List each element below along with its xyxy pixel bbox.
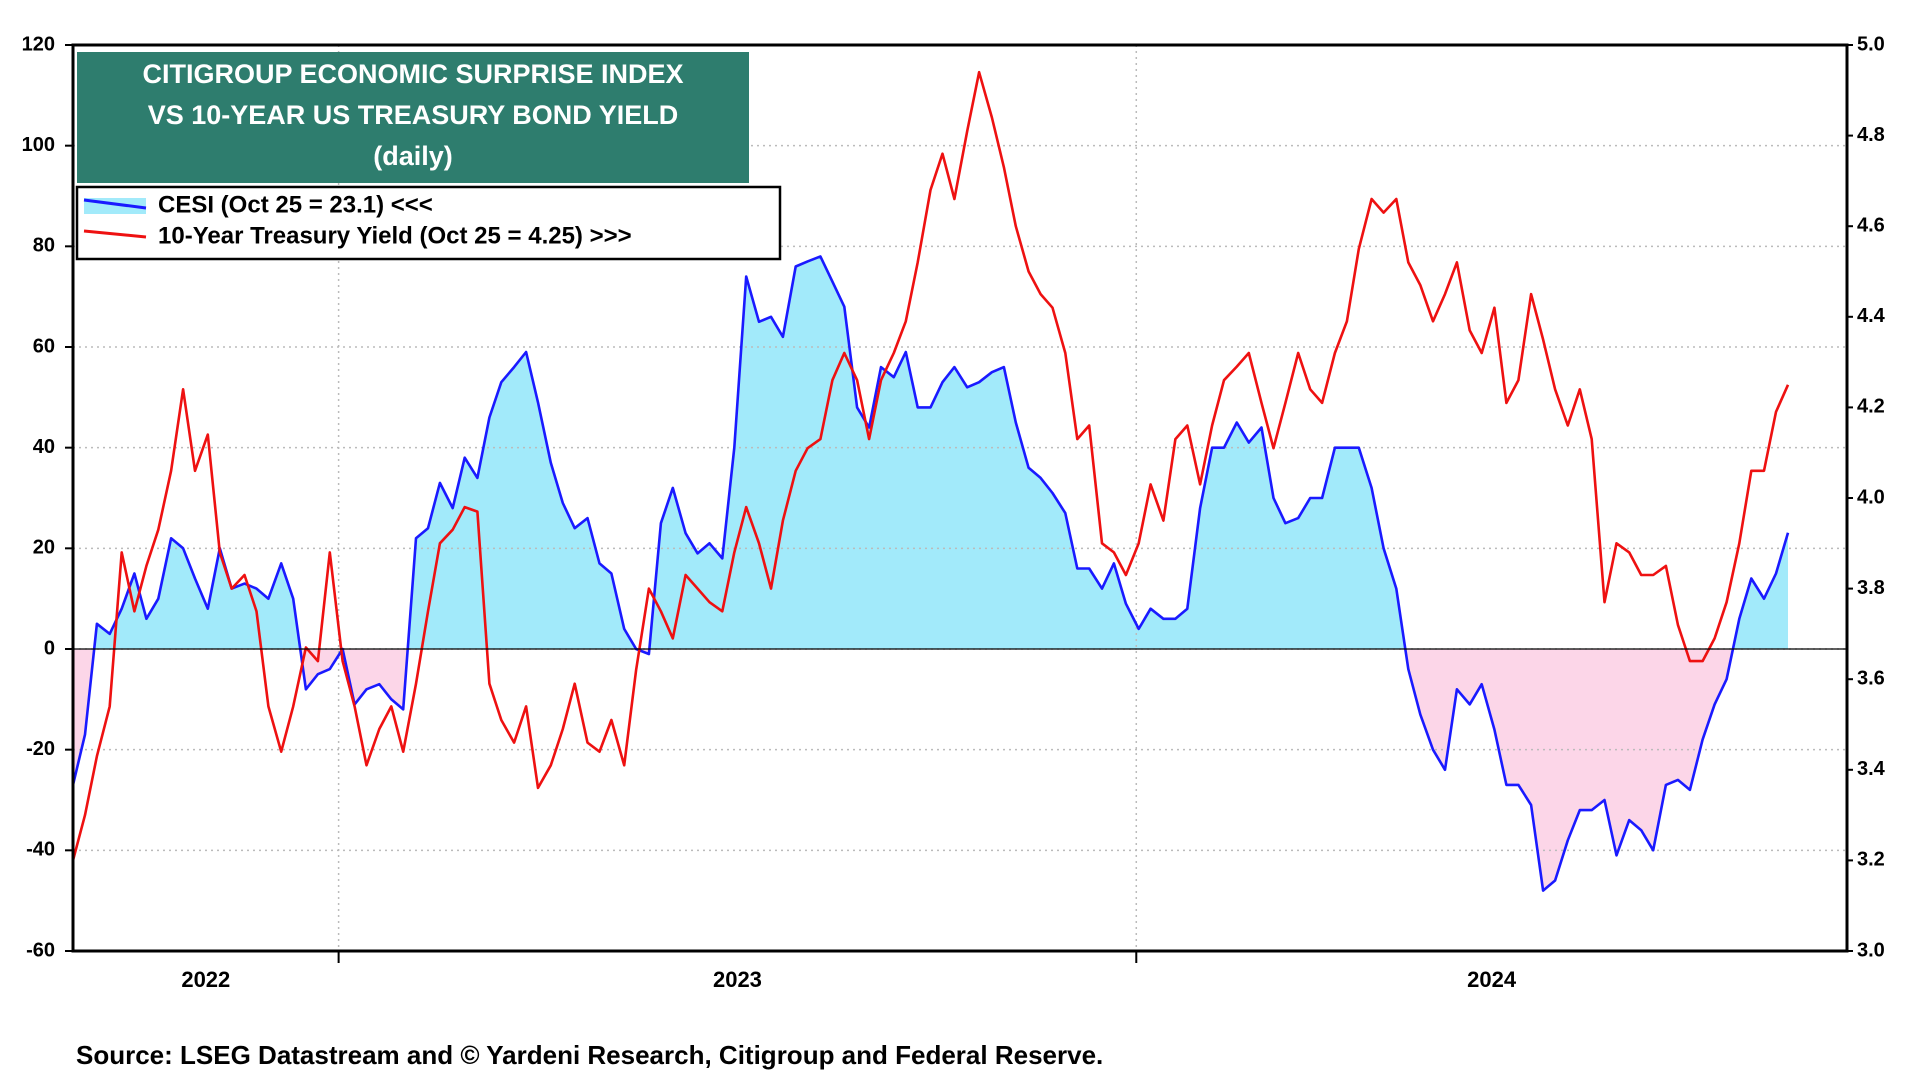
legend-line bbox=[83, 198, 147, 210]
chart-title: (daily) bbox=[373, 141, 453, 171]
source-note: Source: LSEG Datastream and © Yardeni Re… bbox=[76, 1040, 1103, 1070]
y-tick-label: -20 bbox=[26, 738, 55, 760]
legend-label: 10-Year Treasury Yield (Oct 25 = 4.25) >… bbox=[158, 222, 632, 249]
area-positive bbox=[73, 256, 1788, 649]
chart-title: CITIGROUP ECONOMIC SURPRISE INDEX bbox=[142, 59, 683, 89]
series-line bbox=[71, 70, 1790, 861]
series-line bbox=[71, 255, 1790, 892]
y-tick-label: 120 bbox=[22, 33, 55, 55]
y2-tick-label: 4.8 bbox=[1857, 124, 1885, 146]
title-box bbox=[77, 52, 749, 183]
plot-frame bbox=[71, 43, 1849, 953]
fill-layer bbox=[73, 256, 1788, 891]
x-tick-label: 2023 bbox=[713, 967, 762, 992]
legend-line bbox=[83, 229, 147, 239]
x-tick-label: 2022 bbox=[181, 967, 230, 992]
y-tick-label: 80 bbox=[33, 235, 55, 257]
y2-tick-label: 3.6 bbox=[1857, 667, 1885, 689]
chart-title: VS 10-YEAR US TREASURY BOND YIELD bbox=[148, 100, 679, 130]
y2-tick-label: 4.4 bbox=[1857, 305, 1886, 327]
y2-tick-label: 3.8 bbox=[1857, 577, 1885, 599]
y-tick-label: 40 bbox=[33, 436, 55, 458]
y2-tick-label: 4.2 bbox=[1857, 396, 1885, 418]
y-tick-label: 60 bbox=[33, 335, 55, 357]
y2-tick-label: 3.4 bbox=[1857, 758, 1886, 780]
frame-layer: 120 100 80 60 40 20 0 -20 -40 -60 5.0 4.8 4.6 4.4 4.2 4… bbox=[22, 33, 1886, 1070]
x-tick-label: 2024 bbox=[1467, 967, 1517, 992]
legend-label: CESI (Oct 25 = 23.1) <<< bbox=[158, 191, 433, 218]
y-tick-label: -60 bbox=[26, 939, 55, 961]
y2-tick-label: 3.2 bbox=[1857, 849, 1885, 871]
y-tick-label: 100 bbox=[22, 134, 55, 156]
y2-tick-label: 3.0 bbox=[1857, 939, 1885, 961]
legend-box bbox=[75, 185, 782, 261]
y2-tick-label: 4.0 bbox=[1857, 486, 1885, 508]
line-layer bbox=[71, 70, 1790, 892]
y-tick-label: 20 bbox=[33, 537, 55, 559]
y2-tick-label: 4.6 bbox=[1857, 214, 1885, 236]
y-tick-label: 0 bbox=[44, 637, 55, 659]
y-tick-label: -40 bbox=[26, 839, 55, 861]
y2-tick-label: 5.0 bbox=[1857, 33, 1885, 55]
